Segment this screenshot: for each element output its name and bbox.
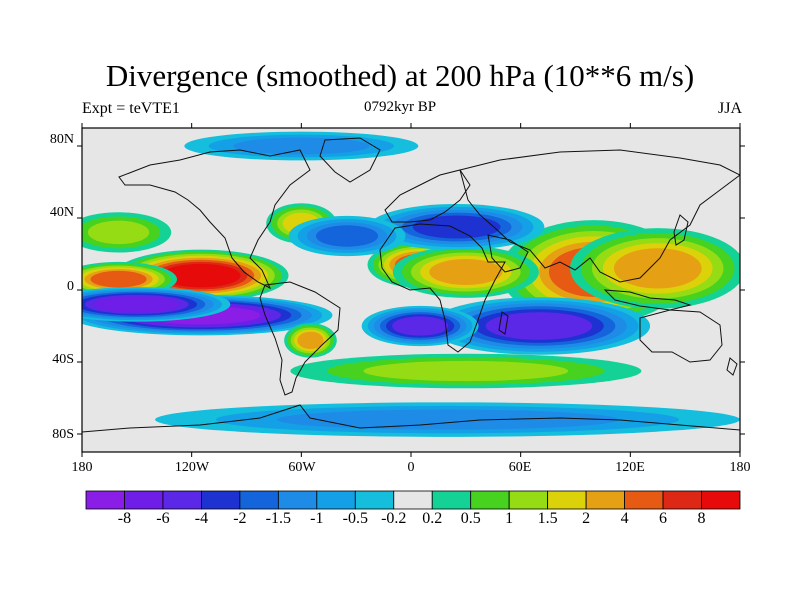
coast-europe [384, 169, 471, 223]
field-feature [184, 131, 419, 161]
field-contour [613, 248, 702, 289]
colorbar-swatch [124, 490, 164, 510]
coast-south-america [259, 281, 341, 396]
colorbar-label: 6 [659, 510, 668, 527]
lon-tick-label: 60E [508, 460, 532, 475]
coast-australia [639, 309, 723, 363]
coast-indonesia [603, 289, 692, 311]
colorbar-label: 2 [582, 510, 591, 527]
field-feature [427, 297, 651, 355]
colorbar-label: -4 [194, 510, 209, 527]
lon-tick-label: 60W [288, 460, 316, 475]
colorbar-label: -8 [117, 510, 132, 527]
field-contour [90, 270, 147, 288]
lon-tick-label: 180 [71, 460, 93, 475]
field-contour [233, 137, 370, 155]
season-label: JJA [717, 100, 742, 117]
field-feature [361, 305, 479, 347]
field-contour [429, 259, 503, 285]
coastlines [82, 137, 740, 433]
lat-tick-label: 80N [49, 132, 74, 147]
colorbar-swatch [547, 490, 587, 510]
colorbar-label: -0.5 [342, 510, 368, 527]
field-contour [87, 220, 150, 245]
lat-tick-label: 0 [67, 279, 74, 294]
field-contour [363, 360, 569, 382]
field-feature [392, 246, 539, 298]
coast-japan [673, 214, 689, 246]
field-contour [412, 215, 501, 239]
field-contour [161, 263, 241, 288]
coast-madagascar [498, 311, 509, 335]
field-feature [82, 212, 172, 253]
colorbar-swatch [277, 490, 318, 510]
field-contour [315, 225, 379, 247]
colorbar-label: -2 [233, 510, 247, 527]
colorbar-swatch [624, 490, 664, 510]
colorbar-swatch [393, 490, 433, 510]
lon-tick-label: 180 [729, 460, 751, 475]
coast-arabia [487, 234, 529, 273]
divergence-field [82, 131, 740, 437]
plot-title: Divergence (smoothed) at 200 hPa (10**6 … [105, 58, 695, 93]
lon-tick-label: 120E [615, 460, 645, 475]
experiment-label: Expt = teVTE1 [82, 100, 180, 117]
field-contour [297, 331, 324, 350]
coast-antarctica [82, 404, 740, 433]
period-label: 0792kyr BP [363, 99, 437, 115]
coast-greenland [319, 137, 381, 183]
field-feature [284, 323, 337, 358]
colorbar-label: 0.5 [460, 510, 481, 527]
field-contour [276, 409, 619, 430]
colorbar-label: 8 [697, 510, 706, 527]
colorbar-swatch [701, 490, 741, 510]
field-feature [288, 215, 406, 257]
lon-tick-label: 120W [174, 460, 210, 475]
colorbar-label: -0.2 [381, 510, 407, 527]
lat-tick-label: 40S [52, 352, 74, 367]
colorbar-swatch [662, 490, 702, 510]
coast-new-zealand [726, 357, 738, 376]
field-contour [392, 316, 449, 336]
field-feature [290, 353, 642, 389]
colorbar-label: -6 [156, 510, 170, 527]
field-feature [82, 287, 231, 322]
colorbar-swatch [431, 490, 472, 510]
field-contour [93, 296, 181, 313]
colorbar-swatch [354, 490, 395, 510]
colorbar-label: 4 [620, 510, 629, 527]
field-feature [155, 402, 740, 437]
field-feature [570, 228, 740, 309]
colorbar-swatch [316, 490, 356, 510]
colorbar-swatch [201, 490, 241, 510]
colorbar-swatch [585, 490, 625, 510]
colorbar-swatch [239, 490, 279, 510]
colorbar-label: 1 [505, 510, 514, 527]
field-contour [485, 312, 593, 340]
coast-africa [379, 223, 506, 353]
colorbar-swatch [162, 490, 202, 510]
axis-ticks [77, 123, 745, 457]
coast-north-america [118, 149, 311, 290]
colorbar-label: -1 [310, 510, 324, 527]
colorbar-label: 1.5 [537, 510, 558, 527]
lat-tick-label: 40N [49, 205, 74, 220]
coast-asia [459, 149, 740, 283]
lat-tick-label: 80S [52, 427, 74, 442]
colorbar-label: -1.5 [265, 510, 291, 527]
colorbar-label: 0.2 [422, 510, 443, 527]
colorbar-swatch [508, 490, 549, 510]
colorbar-swatch [470, 490, 510, 510]
colorbar [85, 490, 741, 510]
lon-tick-label: 0 [407, 460, 415, 475]
field-feature [82, 261, 178, 297]
colorbar-swatch [85, 490, 125, 510]
